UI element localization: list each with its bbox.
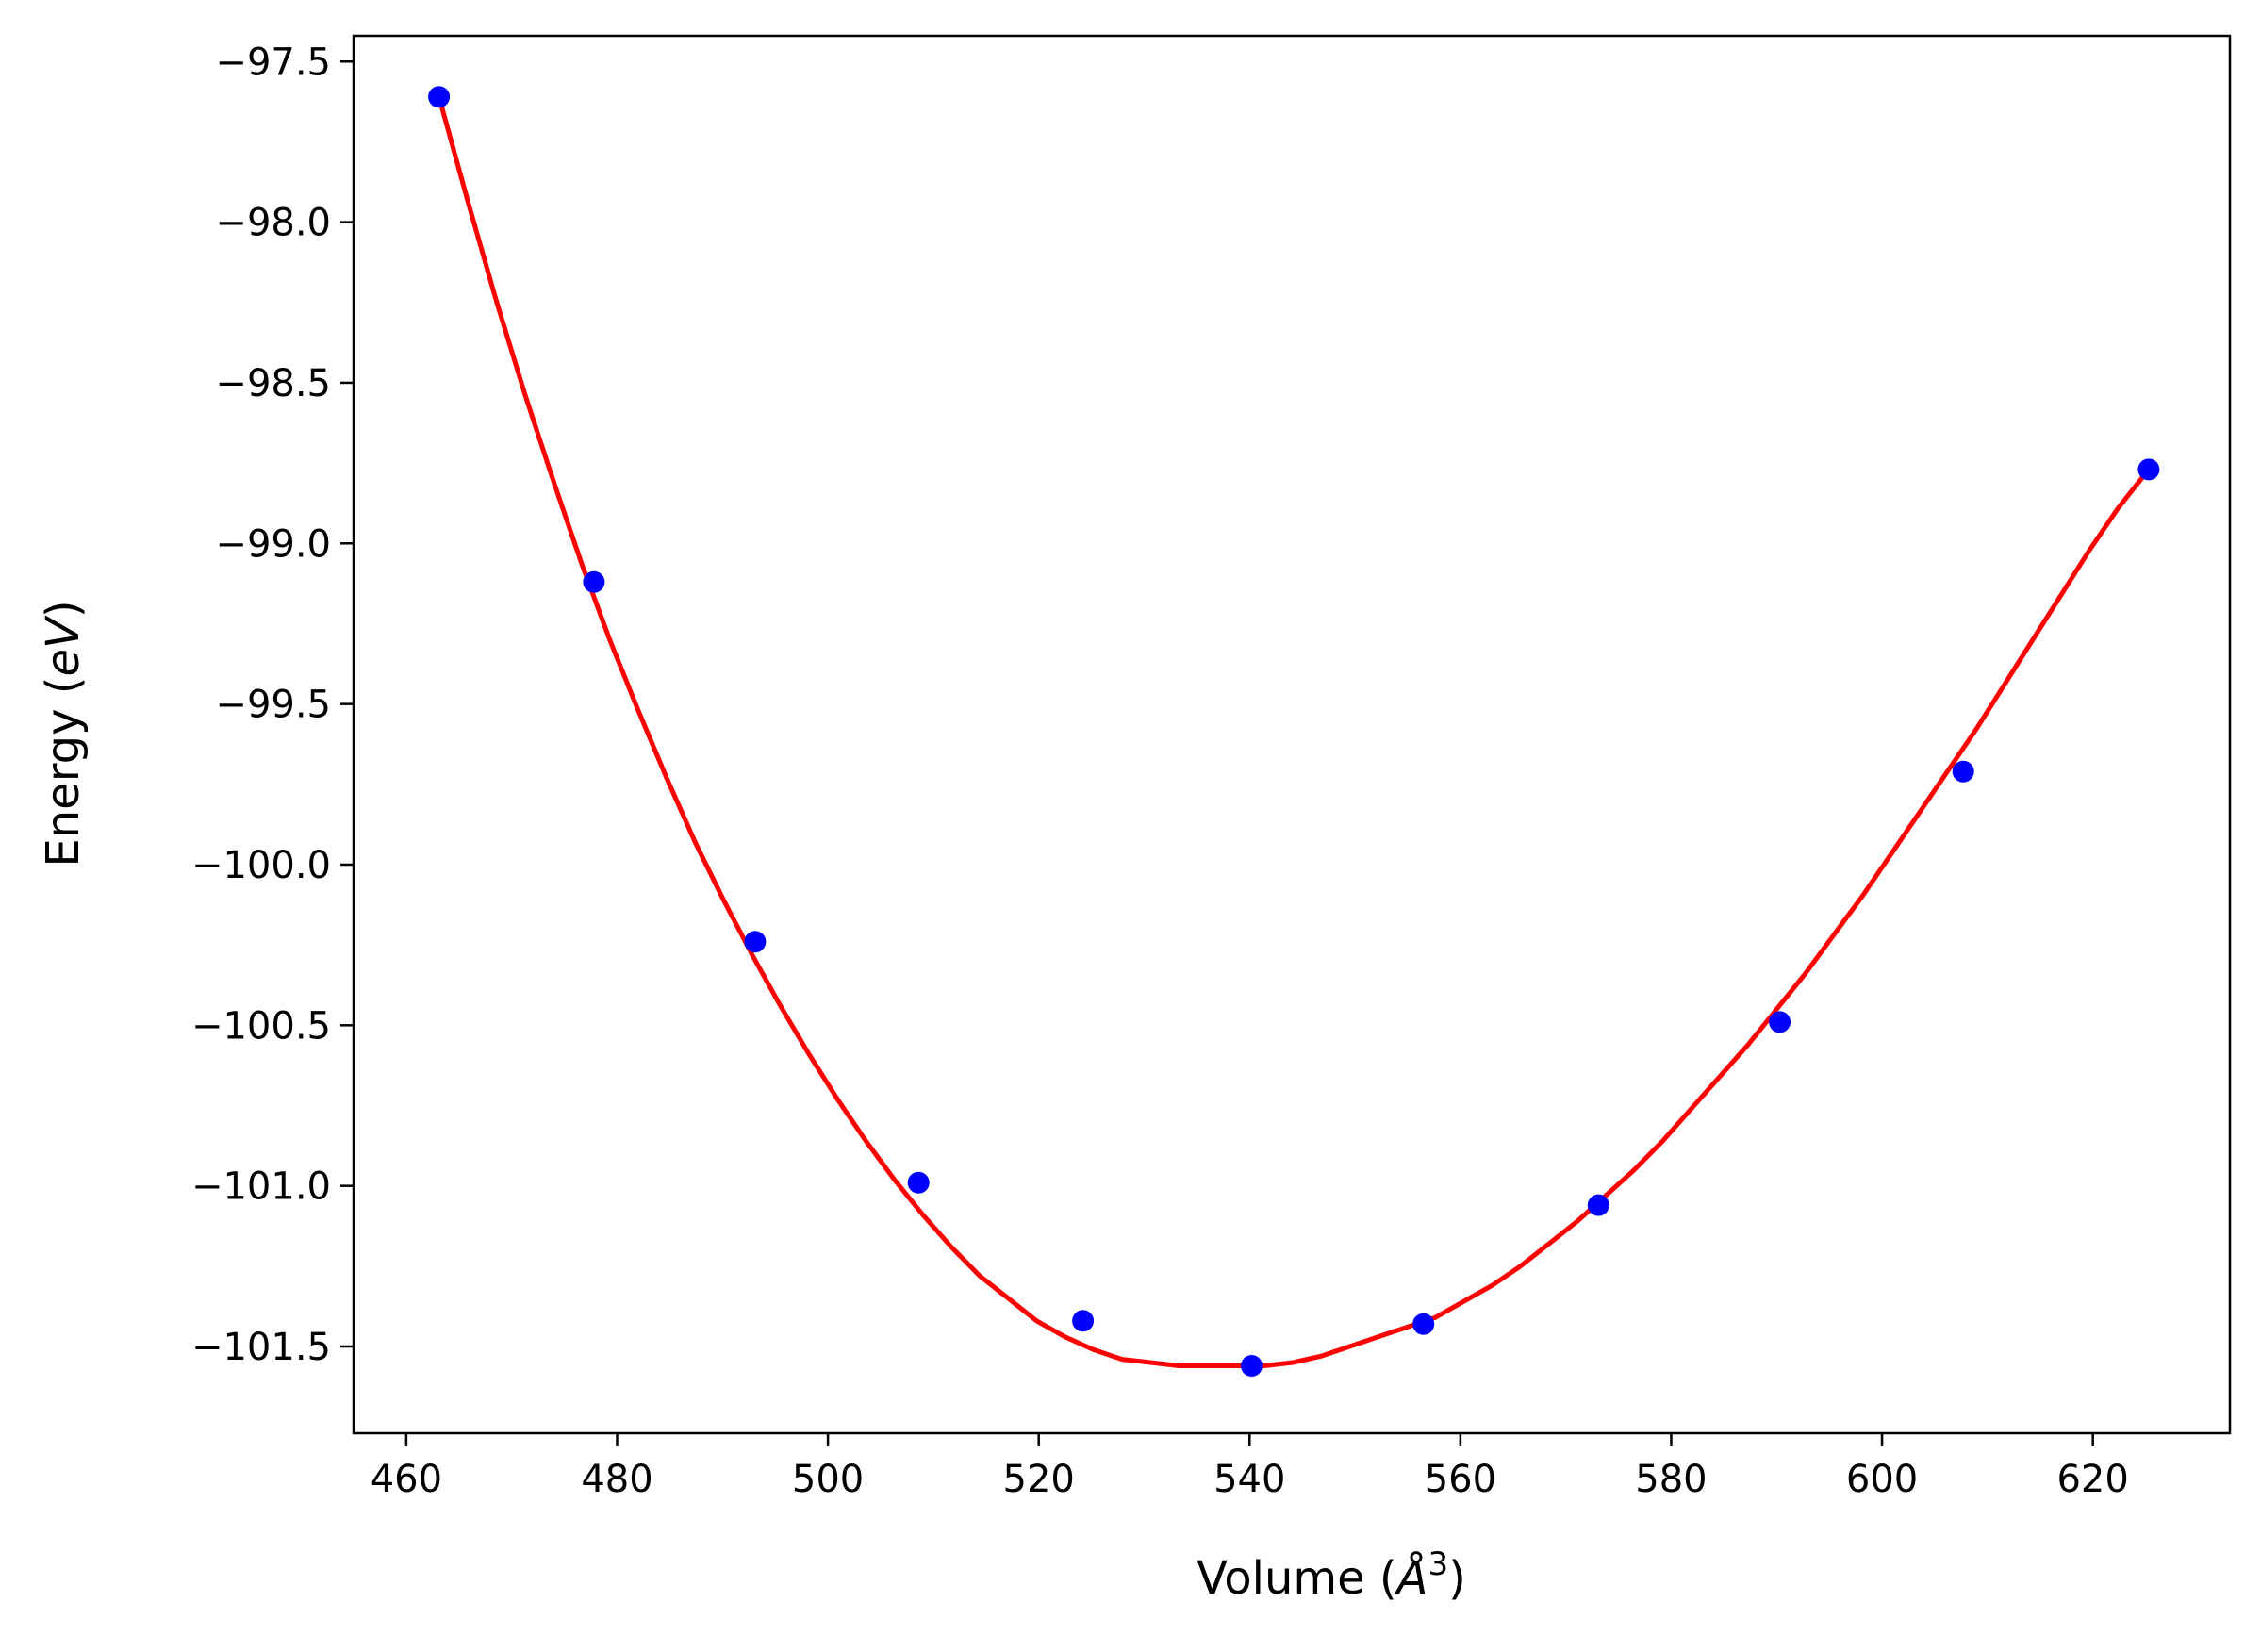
axes-frame — [352, 34, 2232, 1435]
y-axis-unit: eV — [37, 615, 90, 677]
axes: 460 480 500 520 540 560 580 600 620 −97.5 −98.0 −98… — [191, 34, 2232, 1501]
x-axis-title-text: Volume ( — [1197, 1552, 1397, 1605]
y-tick-label: −98.0 — [215, 202, 331, 245]
y-tick-label: −101.0 — [191, 1165, 331, 1209]
x-axis-unit-exponent: 3 — [1428, 1545, 1448, 1583]
y-tick-label: −101.5 — [191, 1326, 331, 1369]
x-tick-label: 540 — [1213, 1458, 1285, 1501]
data-point — [1241, 1355, 1263, 1377]
x-tick-label: 620 — [2056, 1458, 2128, 1501]
data-point — [744, 931, 767, 953]
y-tick-label: −100.0 — [191, 844, 331, 887]
x-axis-title: Volume (Å3) — [1197, 1545, 1466, 1605]
data-point — [428, 86, 451, 108]
x-tick-label: 500 — [792, 1458, 864, 1501]
x-tick-label: 580 — [1635, 1458, 1707, 1501]
data-point — [583, 570, 605, 593]
data-point — [1769, 1011, 1791, 1033]
plot-area — [428, 86, 2160, 1377]
y-axis-title-text: Energy ( — [37, 677, 90, 867]
x-tick-label: 480 — [581, 1458, 652, 1501]
x-axis-title-close: ) — [1448, 1552, 1466, 1605]
y-tick-label: −99.0 — [215, 522, 331, 566]
data-point — [1412, 1313, 1435, 1335]
data-point — [1952, 760, 1974, 783]
data-point — [2137, 458, 2160, 481]
data-point — [1587, 1194, 1609, 1216]
data-point — [1072, 1310, 1095, 1332]
y-tick-label: −97.5 — [215, 41, 331, 84]
x-tick-label: 460 — [371, 1458, 442, 1501]
x-tick-label: 600 — [1846, 1458, 1918, 1501]
y-tick-label: −100.5 — [191, 1004, 331, 1048]
x-axis-unit-symbol: Å — [1395, 1551, 1428, 1605]
y-axis-title-close: ) — [37, 600, 90, 618]
y-axis-title: Energy (eV) — [37, 600, 90, 867]
data-point — [907, 1171, 930, 1194]
y-tick-label: −99.5 — [215, 684, 331, 727]
y-tick-label: −98.5 — [215, 362, 331, 405]
x-tick-label: 520 — [1003, 1458, 1075, 1501]
x-tick-label: 560 — [1425, 1458, 1496, 1501]
fit-curve — [437, 96, 2151, 1368]
